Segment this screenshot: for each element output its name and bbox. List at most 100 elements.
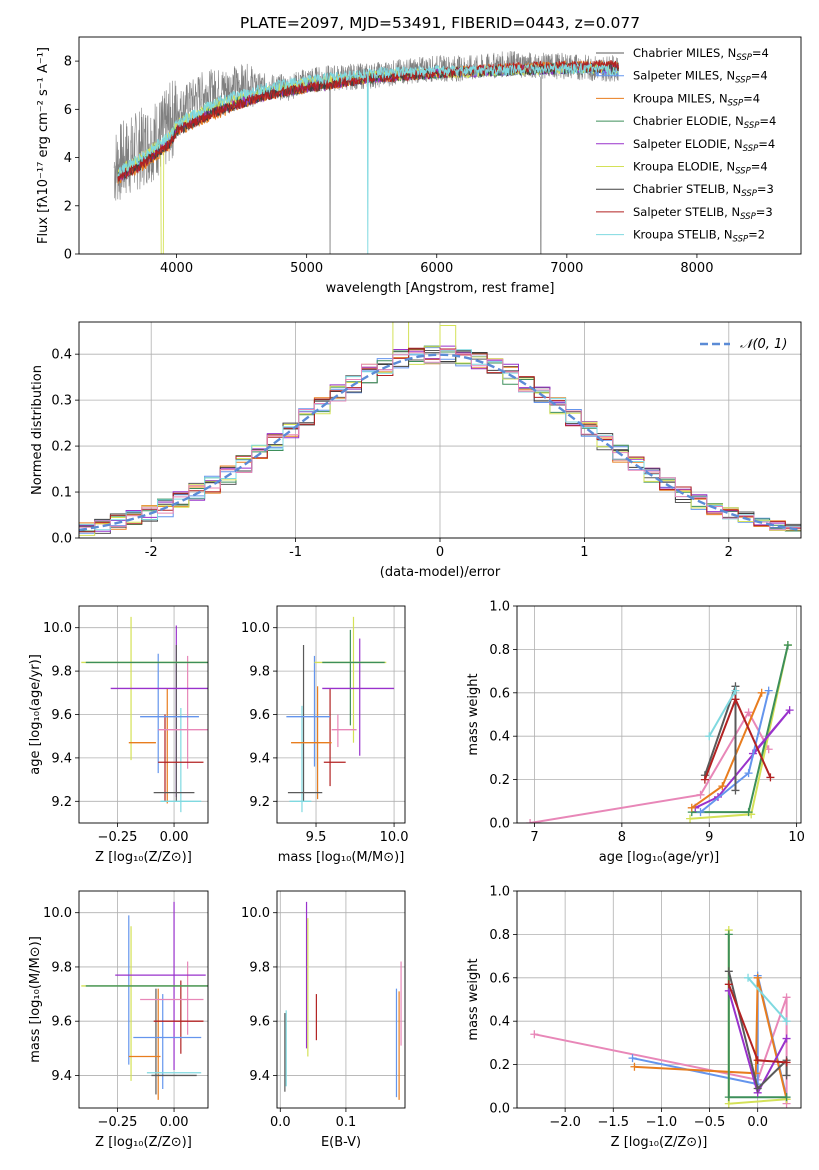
legend-entry-label: Salpeter MILES, NSSP=4 [633, 69, 768, 86]
weight-point-marker [753, 1084, 762, 1093]
mass_vs_ebv-plot-area [284, 901, 402, 1100]
age_vs_mass-ytick-label: 9.6 [249, 708, 270, 723]
age_vs_Z-ytick-label: 9.4 [51, 751, 72, 766]
age_vs_Z-panel: −0.25 0.00 9.2 9.4 9.6 9.8 10.0 Z [log₁₀(Z/Z⊙)]… [28, 605, 209, 865]
weight-point-marker [782, 993, 791, 1002]
mass_vs_Z-xtick-label: 0.00 [160, 1115, 189, 1130]
weight-point-marker [731, 686, 740, 695]
residuals-ytick-label: 0.3 [51, 394, 72, 409]
spectrum-xtick-label: 5000 [290, 261, 323, 276]
weight-point-marker [782, 1034, 791, 1043]
legend-entry-label: Kroupa STELIB, NSSP=2 [633, 228, 765, 245]
panels: 4000 5000 6000 7000 8000 0 2 4 6 8 wavelength [Ang… [28, 36, 805, 1150]
weight-series-line [747, 977, 788, 1022]
weight_vs_age-plot-area [526, 641, 794, 823]
weight_vs_Z-ytick-label: 1.0 [489, 885, 510, 900]
legend-entry-label: 𝒩(0, 1) [740, 337, 787, 352]
weight-point-marker [526, 819, 535, 823]
age_vs_mass-xtick-label: 9.5 [306, 830, 327, 845]
spectrum-plot-area [113, 50, 620, 254]
age_vs_Z-ytick-label: 9.2 [51, 795, 72, 810]
mass_vs_ebv-ytick-label: 9.4 [249, 1069, 270, 1084]
age_vs_mass-xtick-label: 10.0 [380, 830, 409, 845]
spectrum-ylabel: Flux [fλ10⁻¹⁷ erg cm⁻² s⁻¹ A⁻¹] [36, 47, 51, 244]
residuals-frame [78, 321, 802, 539]
weight-point-marker [785, 706, 794, 715]
residuals-ytick-label: 0.1 [51, 486, 72, 501]
mass_vs_ebv-ytick-label: 10.0 [241, 906, 270, 921]
spectrum-xtick-label: 4000 [160, 261, 193, 276]
mass_vs_Z-plot-area [81, 901, 208, 1100]
weight-point-marker [731, 695, 740, 704]
weight_vs_Z-xlabel: Z [log₁₀(Z/Z⊙)] [611, 1135, 708, 1150]
legend-entry-label: Chabrier STELIB, NSSP=3 [633, 182, 774, 199]
spectrum-ytick-label: 2 [64, 199, 72, 214]
weight-point-marker [686, 814, 695, 823]
mass_vs_ebv-ytick-label: 9.8 [249, 960, 270, 975]
weight_vs_age-xtick-label: 8 [618, 830, 626, 845]
mass_vs_Z-xtick-label: −0.25 [98, 1115, 138, 1130]
mass_vs_ebv-frame [276, 890, 406, 1109]
weight-point-marker [753, 973, 762, 982]
weight-point-marker [731, 786, 740, 795]
legend-entry-label: Chabrier MILES, NSSP=4 [633, 46, 769, 63]
legend-entry-label: Kroupa ELODIE, NSSP=4 [633, 160, 768, 177]
weight-series-line [634, 977, 788, 1100]
mass_vs_Z-frame [78, 890, 209, 1109]
weight_vs_Z-ytick-label: 0.6 [489, 971, 510, 986]
age_vs_mass-plot-area [286, 616, 395, 813]
spectrum-ytick-label: 8 [64, 55, 72, 70]
mass_vs_Z-ylabel: mass [log₁₀(M/M⊙)] [28, 936, 43, 1063]
weight_vs_Z-xtick-label: −2.0 [549, 1115, 581, 1130]
weight-point-marker [744, 708, 753, 717]
weight_vs_age-ytick-label: 1.0 [489, 600, 510, 615]
weight-point-marker [782, 1071, 791, 1080]
age_vs_Z-xtick-label: −0.25 [98, 830, 138, 845]
residuals-plot-area [79, 322, 801, 538]
residuals-panel: -2 -1 0 1 2 0.0 0.1 0.2 0.3 0.4 (data-model)/error… [30, 321, 802, 580]
weight_vs_age-xtick-label: 7 [530, 830, 538, 845]
legend-entry-label: Chabrier ELODIE, NSSP=4 [633, 114, 776, 131]
weight-point-marker [753, 1056, 762, 1065]
spectrum-ytick-label: 0 [64, 248, 72, 263]
weight-point-marker [764, 686, 773, 695]
weight-point-marker [744, 769, 753, 778]
weight-point-marker [744, 808, 753, 817]
residuals-xtick-label: -2 [145, 545, 158, 560]
mass_vs_Z-xlabel: Z [log₁₀(Z/Z⊙)] [95, 1135, 192, 1150]
weight-point-marker [700, 775, 709, 784]
spectrum-xtick-label: 7000 [550, 261, 583, 276]
weight_vs_Z-frame [516, 890, 802, 1109]
histogram-step [79, 349, 801, 538]
age_vs_mass-panel: 9.5 10.0 9.2 9.4 9.6 9.8 10.0 mass [log₁₀(M/M⊙)… [241, 605, 409, 865]
weight_vs_Z-ytick-label: 0.8 [489, 928, 510, 943]
spectrum-legend: Chabrier MILES, NSSP=4 Salpeter MILES, NS… [596, 46, 776, 245]
weight_vs_age-ytick-label: 0.4 [489, 730, 510, 745]
weight_vs_Z-ytick-label: 0.2 [489, 1058, 510, 1073]
spectrum-xtick-label: 6000 [420, 261, 453, 276]
age_vs_mass-xlabel: mass [log₁₀(M/M⊙)] [278, 850, 405, 865]
weight-point-marker [696, 808, 705, 817]
normal-curve [79, 353, 801, 532]
weight_vs_Z-ytick-label: 0.4 [489, 1015, 510, 1030]
residuals-xlabel: (data-model)/error [380, 565, 501, 580]
weight_vs_age-ytick-label: 0.2 [489, 773, 510, 788]
residuals-xtick-label: 2 [725, 545, 733, 560]
legend-entry-label: Salpeter ELODIE, NSSP=4 [633, 137, 775, 154]
weight-point-marker [782, 1093, 791, 1102]
age_vs_mass-ytick-label: 10.0 [241, 621, 270, 636]
residuals-ytick-label: 0.0 [51, 532, 72, 547]
weight-series-line [708, 690, 737, 737]
residuals-ytick-label: 0.2 [51, 440, 72, 455]
spectrum-xlabel: wavelength [Angstrom, rest frame] [326, 281, 555, 296]
mass_vs_ebv-xtick-label: 0.0 [270, 1115, 291, 1130]
weight_vs_age-panel: 7 8 9 10 0.0 0.2 0.4 0.6 0.8 1.0 age [log₁₀(age/yr… [466, 600, 805, 866]
mass_vs_ebv-panel: 0.0 0.1 9.4 9.6 9.8 10.0 E(B-V) [241, 890, 406, 1150]
mass_vs_Z-ytick-label: 9.4 [51, 1069, 72, 1084]
weight_vs_Z-xtick-label: −1.0 [646, 1115, 678, 1130]
mass_vs_ebv-ytick-label: 9.6 [249, 1015, 270, 1030]
weight_vs_Z-xtick-label: 0.0 [747, 1115, 768, 1130]
spectrum-frame [78, 36, 802, 255]
weight_vs_Z-xtick-label: −1.5 [597, 1115, 629, 1130]
weight_vs_age-xtick-label: 10 [788, 830, 805, 845]
